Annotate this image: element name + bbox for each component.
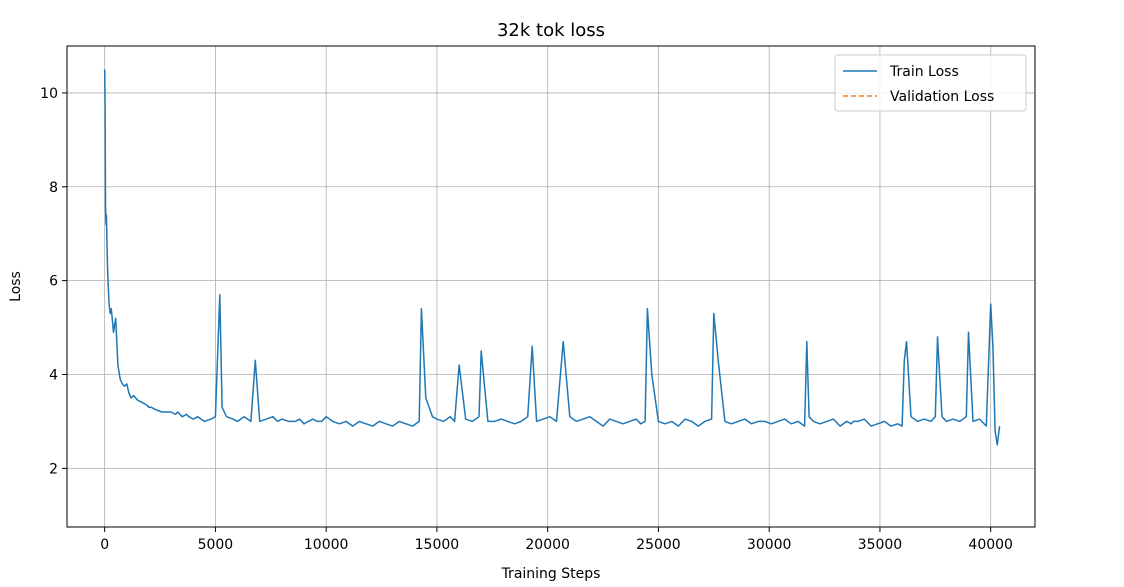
legend-label-validation-loss: Validation Loss [890,89,994,105]
y-tick-label: 10 [40,86,58,102]
x-tick-label: 0 [100,537,109,553]
x-tick-label: 10000 [304,537,349,553]
grid [67,46,1035,527]
y-tick-label: 2 [49,461,58,477]
y-axis-label: Loss [8,271,24,302]
x-tick-label: 25000 [636,537,681,553]
legend-box [834,54,1027,112]
x-axis-label: Training Steps [501,566,601,582]
y-tick-label: 8 [49,180,58,196]
x-tick-label: 5000 [198,537,234,553]
x-tick-label: 30000 [747,537,792,553]
series-line-train-loss [103,69,1001,446]
plot-frame [66,45,1036,528]
x-tick-label: 40000 [968,537,1013,553]
x-tick-label: 35000 [858,537,903,553]
x-axis: 0 5000 10000 15000 20000 25000 30000 35000 40000 [100,527,1013,553]
x-tick-label: 20000 [525,537,570,553]
y-axis: 2 4 6 8 10 [40,86,67,477]
y-tick-label: 4 [49,367,58,383]
x-tick-label: 15000 [415,537,460,553]
chart-title: 32k tok loss [497,20,605,41]
y-tick-label: 6 [49,274,58,290]
legend: Train Loss Validation Loss [834,54,1027,112]
legend-label-train-loss: Train Loss [889,64,959,80]
series-layer [103,69,1001,446]
